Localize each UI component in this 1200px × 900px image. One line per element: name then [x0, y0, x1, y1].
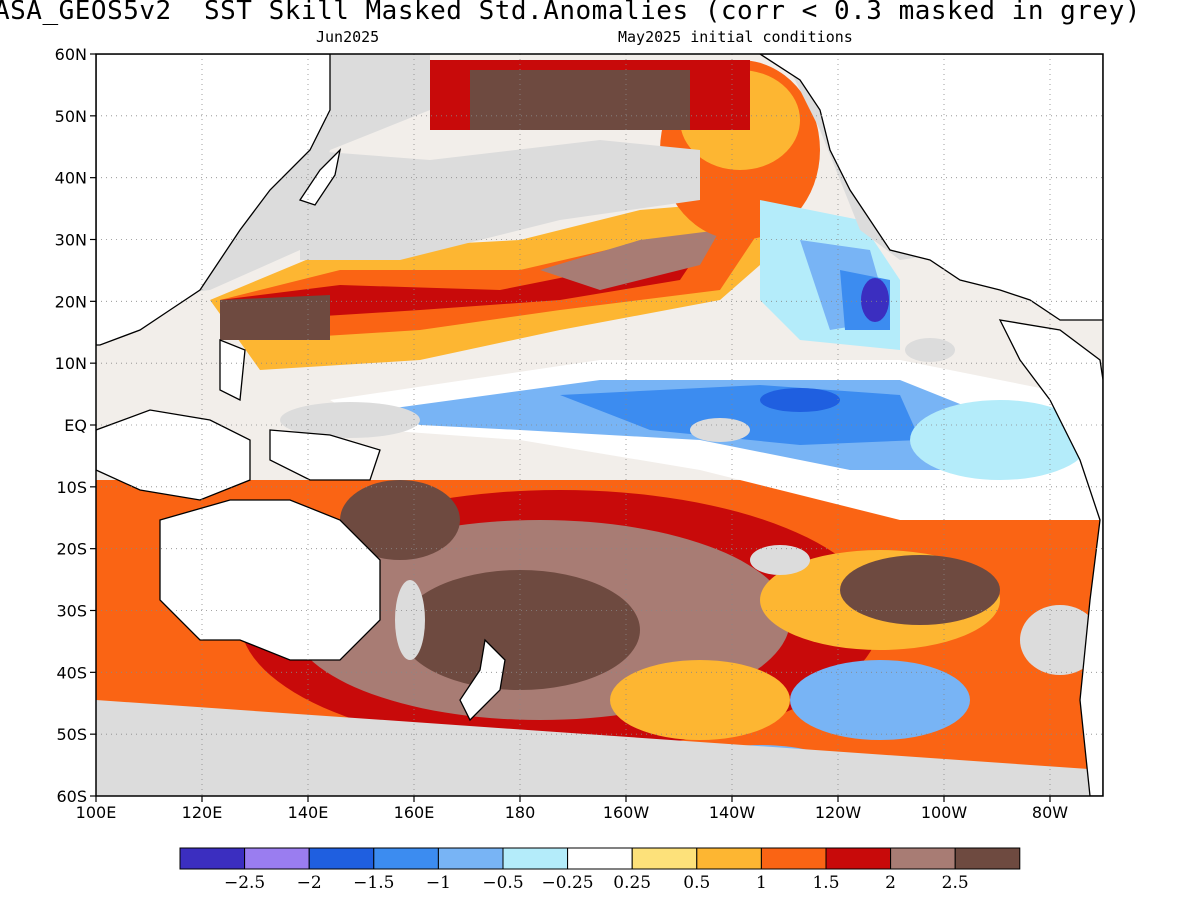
lon-tick-label: 160W	[603, 803, 650, 822]
initial-conditions-label: May2025 initial conditions	[618, 28, 853, 46]
lon-tick-label: 180	[505, 803, 536, 822]
colorbar-label: 2	[885, 873, 896, 893]
lon-tick-label: 100W	[921, 803, 968, 822]
colorbar-label: 0.5	[683, 873, 710, 893]
lon-tick-label: 120W	[815, 803, 862, 822]
lon-tick-label: 160E	[394, 803, 435, 822]
chart-title: ASA_GEOS5v2 SST Skill Masked Std.Anomali…	[0, 0, 1141, 26]
land	[96, 54, 1103, 796]
lat-tick-label: 10N	[55, 354, 87, 373]
lon-tick-label: 140W	[709, 803, 756, 822]
lat-tick-label: 30N	[55, 231, 87, 250]
lat-tick-label: 30S	[56, 602, 87, 621]
colorbar-label: 2.5	[942, 873, 969, 893]
lat-tick-label: 60S	[56, 787, 87, 806]
colorbar-label: −0.25	[542, 873, 594, 893]
colorbar-label: −2	[297, 873, 322, 893]
anomaly-field	[96, 60, 1103, 796]
gridlines	[96, 54, 1103, 796]
colorbar-swatch	[567, 847, 633, 870]
colorbar-swatch	[373, 847, 439, 870]
colorbar-label: −1.5	[353, 873, 394, 893]
colorbar-swatch	[954, 847, 1021, 870]
colorbar-swatch	[890, 847, 956, 870]
colorbar-label: 1.5	[812, 873, 839, 893]
colorbar-label: −0.5	[482, 873, 523, 893]
colorbar: −2.5 −2 −1.5 −1 −0.5 −0.25 0.25 0.5 1 1.5 2 2.5	[179, 847, 1021, 893]
colorbar-swatch	[244, 847, 310, 870]
colorbar-swatch	[437, 847, 504, 870]
colorbar-swatch	[179, 847, 246, 870]
colorbar-swatch	[502, 847, 569, 870]
longitude-axis: 100E 120E 140E 160E 180 160W 140W 120W 100W 80W	[76, 796, 1068, 822]
lat-tick-label: 40S	[56, 663, 87, 682]
lon-tick-label: 140E	[288, 803, 329, 822]
lon-tick-label: 100E	[76, 803, 117, 822]
lat-tick-label: EQ	[64, 416, 87, 435]
colorbar-swatch	[760, 847, 827, 870]
lat-tick-label: 20S	[56, 540, 87, 559]
colorbar-swatch	[308, 847, 375, 870]
target-month-label: Jun2025	[316, 28, 380, 46]
colorbar-swatch	[825, 847, 892, 870]
lat-tick-label: 10S	[56, 478, 87, 497]
colorbar-swatch	[696, 847, 762, 870]
lat-tick-label: 50S	[56, 725, 87, 744]
lon-tick-label: 80W	[1032, 803, 1068, 822]
lat-tick-label: 40N	[55, 169, 87, 188]
colorbar-label: 0.25	[613, 873, 651, 893]
colorbar-label: −1	[426, 873, 451, 893]
colorbar-label: 1	[756, 873, 767, 893]
lat-tick-label: 50N	[55, 107, 87, 126]
colorbar-label: −2.5	[224, 873, 265, 893]
lat-tick-label: 20N	[55, 292, 87, 311]
lat-tick-label: 60N	[55, 45, 87, 64]
latitude-axis: 60N 50N 40N 30N 20N 10N EQ 10S 20S 30S 40S 50S 60S	[55, 45, 96, 806]
colorbar-swatch	[631, 847, 698, 870]
lon-tick-label: 120E	[182, 803, 223, 822]
